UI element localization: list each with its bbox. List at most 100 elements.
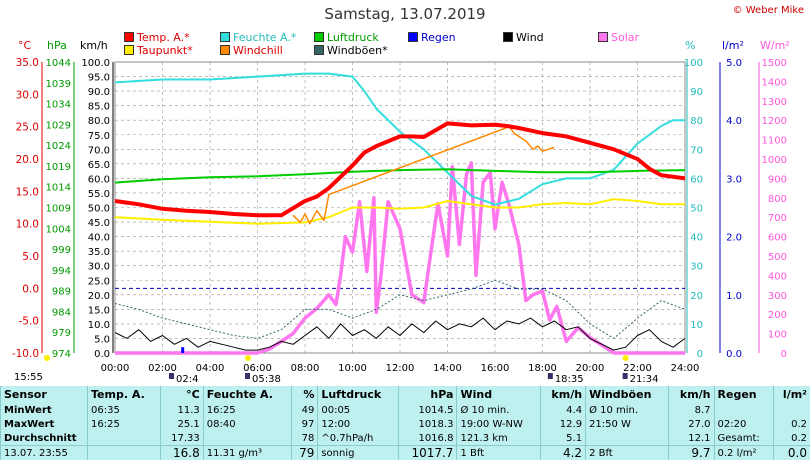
hpa-tick-label: 1034 (46, 100, 71, 111)
x-tick-label: 02:00 (148, 363, 177, 374)
solar-tick-label: 0 (781, 349, 787, 360)
kmh-tick-label: 75.0 (88, 131, 110, 142)
kmh-tick-label: 30.0 (88, 262, 110, 273)
temp-tick-label: 10.0 (16, 219, 39, 231)
solar-tick-label: 1000 (762, 155, 787, 166)
cell: 9.7 (668, 445, 715, 460)
cell: 11.3 (159, 403, 204, 417)
series-line-wind (114, 317, 686, 351)
cell (713, 403, 774, 417)
legend-wind: Wind (503, 31, 544, 44)
cell (772, 403, 810, 417)
pct-tick-label: 30 (690, 262, 703, 273)
cell: 49 (290, 403, 318, 417)
sun-marker (44, 355, 50, 361)
x-tick-label: 12:00 (386, 363, 415, 374)
legend-rain: Regen (408, 31, 456, 44)
temp-tick-label: 5.0 (22, 251, 39, 263)
hpa-tick-label: 979 (52, 328, 71, 339)
rain-tick-label: 5.0 (726, 58, 742, 69)
hdr-pressure-unit: hPa (397, 386, 457, 403)
cell: 27.0 (668, 417, 715, 431)
stats-row-min: MinWert 06:35 11.3 16:25 49 00:05 1014.5… (0, 403, 810, 417)
cell: 08:40 (202, 417, 292, 431)
x-tick-label: 00:00 (101, 363, 130, 374)
temp-tick-label: -5.0 (19, 316, 40, 328)
weather-chart: 35.0 30.0 25.0 20.0 15.0 10.0 5.0 0.0 -5.0 -10.0 1… (12, 57, 787, 385)
stats-row-avg: Durchschnitt 17.33 78 ^0.7hPa/h 1016.8 1… (0, 431, 810, 446)
hdr-rain: Regen (713, 386, 774, 403)
rain-bar (181, 347, 185, 353)
hpa-tick-label: 1009 (46, 204, 71, 215)
rain-tick-label: 4.0 (726, 116, 742, 127)
kmh-tick-label: 0.0 (94, 349, 110, 360)
kmh-tick-label: 25.0 (88, 276, 110, 287)
cell: 12.1 (668, 431, 715, 446)
solar-tick-label: 900 (768, 174, 787, 185)
pct-tick-label: 100 (684, 58, 703, 69)
cell: 4.4 (539, 403, 586, 417)
cell: 02:20 (713, 417, 774, 431)
cell: 1018.3 (397, 417, 457, 431)
pct-tick-label: 60 (690, 174, 703, 185)
temp-tick-label: 25.0 (16, 122, 39, 134)
series-line-solar (115, 161, 685, 355)
hpa-tick-label: 999 (52, 245, 71, 256)
hpa-tick-label: 974 (52, 349, 71, 360)
cell: 16.8 (159, 445, 204, 460)
kmh-tick-label: 20.0 (88, 291, 110, 302)
series-line-windben (114, 279, 686, 339)
x-tick-label: 14:00 (433, 363, 462, 374)
sun-marker (622, 355, 629, 361)
cell: 25.1 (159, 417, 204, 431)
x-tick-label: 04:00 (196, 363, 225, 374)
kmh-tick-label: 35.0 (88, 247, 110, 258)
cell: 1 Bft (456, 445, 541, 460)
solar-axis-header: W/m² (760, 39, 790, 52)
kmh-tick-label: 5.0 (94, 334, 110, 345)
stats-header-row: Sensor Temp. A. °C Feuchte A. % Luftdruc… (0, 386, 810, 403)
rain-tick-label: 1.0 (726, 291, 742, 302)
solar-tick-label: 500 (768, 252, 787, 263)
x-tick-label: 06:00 (243, 363, 272, 374)
cell (87, 445, 161, 460)
pct-tick-label: 80 (690, 116, 703, 127)
legend-windchill: Windchill (220, 44, 283, 57)
hdr-temp-unit: °C (159, 386, 204, 403)
kmh-tick-label: 55.0 (88, 189, 110, 200)
hpa-tick-label: 984 (52, 307, 71, 318)
row-label: Durchschnitt (0, 431, 88, 446)
series-line-taupunkt (114, 198, 685, 225)
credit-link[interactable]: © Weber Mike (732, 5, 804, 16)
solar-tick-label: 100 (768, 330, 787, 341)
temp-tick-label: 30.0 (16, 89, 39, 101)
pct-tick-label: 0 (697, 349, 703, 360)
temp-tick-label: 0.0 (22, 283, 39, 295)
sun-marker (245, 355, 251, 361)
cell: Ø 10 min. (585, 403, 669, 417)
kmh-tick-label: 95.0 (88, 73, 110, 84)
rain-tick-label: 2.0 (726, 233, 742, 244)
solar-tick-label: 400 (768, 271, 787, 282)
hdr-gusts-unit: km/h (668, 386, 715, 403)
hpa-tick-label: 994 (52, 266, 71, 277)
hdr-wind: Wind (456, 386, 541, 403)
cell (585, 431, 669, 446)
hpa-tick-label: 1019 (46, 162, 71, 173)
hpa-tick-label: 1029 (46, 120, 71, 131)
legend-dewpoint: Taupunkt* (124, 44, 193, 57)
hpa-tick-label: 1024 (46, 141, 71, 152)
time-marker-label: 21:34 (630, 374, 659, 385)
stats-row-current: 13.07. 23:55 16.8 11.31 g/m³ 79 sonnig 1… (0, 445, 810, 460)
hpa-tick-label: 1044 (46, 58, 71, 69)
row-label: MinWert (0, 403, 88, 417)
cell: 1016.8 (397, 431, 457, 446)
legend-pressure: Luftdruck (314, 31, 379, 44)
legend-humidity: Feuchte A.* (220, 31, 296, 44)
series-line-feuchtea (114, 72, 685, 206)
kmh-tick-label: 70.0 (88, 145, 110, 156)
kmh-tick-label: 90.0 (88, 87, 110, 98)
hdr-sensor: Sensor (0, 386, 88, 403)
pct-axis-header: % (685, 39, 696, 52)
